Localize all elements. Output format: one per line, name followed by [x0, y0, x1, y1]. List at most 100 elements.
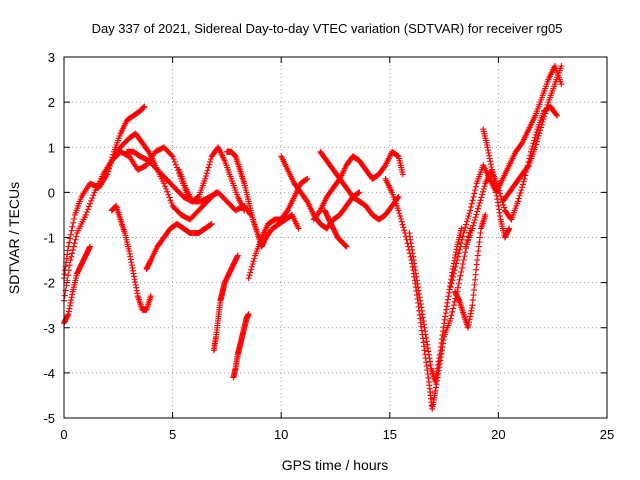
data-point — [66, 235, 73, 242]
data-point — [251, 255, 258, 262]
data-point — [459, 261, 466, 268]
data-point — [558, 63, 565, 70]
data-point — [399, 171, 406, 178]
data-point — [83, 209, 90, 216]
data-point — [400, 224, 407, 231]
data-point — [247, 269, 254, 276]
data-point — [449, 308, 456, 315]
data-point — [453, 260, 460, 267]
data-point — [533, 129, 540, 136]
data-point — [520, 178, 527, 185]
data-point — [469, 297, 476, 304]
data-point — [532, 134, 539, 141]
x-tick-label: 5 — [169, 427, 176, 442]
data-point — [397, 213, 404, 220]
data-point — [399, 221, 406, 228]
series-W — [499, 63, 565, 205]
data-point — [172, 161, 179, 168]
data-point — [394, 152, 401, 159]
data-point — [450, 270, 457, 277]
data-point — [70, 243, 77, 250]
data-point — [541, 113, 548, 120]
data-point — [472, 183, 479, 190]
data-point — [167, 197, 174, 204]
data-point — [207, 156, 214, 163]
data-point — [205, 164, 212, 171]
data-point — [454, 284, 461, 291]
data-point — [250, 258, 257, 265]
data-point — [535, 132, 542, 139]
data-point — [170, 156, 177, 163]
data-point — [203, 170, 210, 177]
y-tick-label: 1 — [48, 140, 55, 155]
data-point — [472, 187, 479, 194]
data-point — [536, 130, 543, 137]
data-point — [61, 292, 68, 299]
series-C — [61, 144, 191, 304]
data-point — [447, 315, 454, 322]
data-point — [475, 202, 482, 209]
data-point — [471, 217, 478, 224]
x-tick-label: 25 — [600, 427, 614, 442]
data-point — [147, 293, 154, 300]
data-point — [450, 305, 457, 312]
data-point — [544, 101, 551, 108]
data-point — [356, 189, 363, 196]
data-point — [463, 218, 470, 225]
y-axis-label: SDTVAR / TECUs — [6, 182, 22, 294]
data-point — [539, 118, 546, 125]
data-point — [65, 272, 72, 279]
data-point — [168, 200, 175, 207]
data-point — [470, 219, 477, 226]
data-point — [397, 215, 404, 222]
data-point — [474, 208, 481, 215]
data-point — [459, 264, 466, 271]
data-point — [540, 116, 547, 123]
data-point — [71, 215, 78, 222]
series-R — [406, 225, 465, 385]
data-point — [470, 292, 477, 299]
data-point — [401, 227, 408, 234]
data-point — [532, 144, 539, 151]
data-point — [87, 200, 94, 207]
data-point — [519, 184, 526, 191]
data-point — [470, 193, 477, 200]
data-point — [204, 167, 211, 174]
data-point — [518, 187, 525, 194]
series-H — [176, 144, 248, 214]
data-point — [89, 195, 96, 202]
data-point — [519, 181, 526, 188]
data-point — [73, 233, 80, 240]
data-point — [304, 175, 311, 182]
data-point — [542, 107, 549, 114]
data-point — [479, 191, 486, 198]
data-point — [478, 194, 485, 201]
data-points — [61, 63, 565, 412]
data-point — [164, 188, 171, 195]
data-point — [165, 191, 172, 198]
data-point — [538, 121, 545, 128]
x-tick-label: 15 — [383, 427, 397, 442]
data-point — [462, 249, 469, 256]
data-point — [245, 275, 252, 282]
data-point — [168, 152, 175, 159]
data-point — [506, 225, 513, 232]
y-tick-label: -4 — [43, 366, 55, 381]
data-point — [169, 153, 176, 160]
data-point — [469, 225, 476, 232]
data-point — [67, 257, 74, 264]
data-point — [542, 110, 549, 117]
data-point — [171, 158, 178, 165]
data-point — [459, 236, 466, 243]
series-V — [480, 126, 513, 241]
data-point — [67, 231, 74, 238]
data-point — [295, 225, 302, 232]
x-axis-label: GPS time / hours — [282, 457, 389, 473]
data-point — [241, 207, 248, 214]
data-point — [447, 284, 454, 291]
data-point — [470, 222, 477, 229]
data-point — [66, 239, 73, 246]
y-tick-label: -3 — [43, 321, 55, 336]
data-point — [468, 200, 475, 207]
